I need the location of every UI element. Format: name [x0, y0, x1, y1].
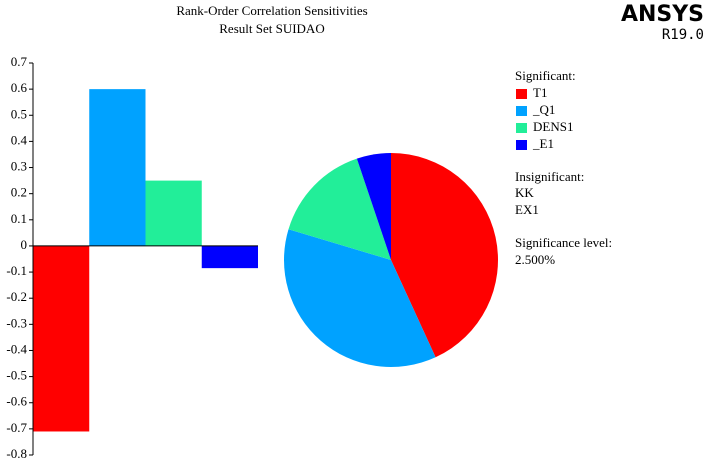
version: R19.0: [662, 27, 704, 43]
legend-title: Insignificant:: [515, 169, 584, 184]
y-tick-label: -0.5: [6, 368, 27, 383]
legend-swatch: [516, 106, 527, 116]
y-tick-label: 0.4: [11, 132, 28, 147]
brand: ANSYS: [621, 2, 704, 27]
y-tick-label: 0.5: [11, 106, 27, 121]
bar: [89, 89, 146, 246]
significance-level: 2.500%: [515, 252, 555, 267]
legend-swatch: [516, 89, 527, 99]
pie-slice: [356, 153, 391, 260]
y-tick-label: -0.1: [6, 263, 27, 278]
bar: [145, 180, 202, 246]
y-tick-label: 0.3: [11, 159, 27, 174]
legend-swatch: [516, 123, 527, 133]
legend-entry: T1: [533, 85, 547, 100]
y-tick-label: 0.6: [11, 80, 28, 95]
y-tick-label: 0.2: [11, 185, 27, 200]
legend-title: Significance level:: [515, 235, 612, 250]
bar: [201, 245, 258, 269]
pie-slice: [391, 153, 498, 358]
y-tick-label: 0: [21, 237, 28, 252]
y-tick-label: -0.8: [6, 446, 27, 461]
legend-title: Significant:: [515, 68, 576, 83]
y-tick-label: 0.1: [11, 211, 27, 226]
y-tick-label: -0.7: [6, 420, 27, 435]
pie-slice: [288, 158, 391, 260]
legend-entry: KK: [515, 185, 534, 200]
y-tick-label: -0.3: [6, 315, 27, 330]
chart-subtitle: Result Set SUIDAO: [219, 21, 324, 36]
legend-entry: DENS1: [533, 119, 573, 134]
y-tick-label: 0.7: [11, 54, 28, 69]
chart-title: Rank-Order Correlation Sensitivities: [176, 3, 367, 18]
bar: [33, 245, 90, 432]
y-tick-label: -0.2: [6, 289, 27, 304]
legend-entry: _Q1: [532, 102, 555, 117]
legend-entry: _E1: [532, 136, 554, 151]
y-tick-label: -0.4: [6, 341, 27, 356]
legend-entry: EX1: [515, 202, 539, 217]
y-tick-label: -0.6: [6, 394, 27, 409]
pie-slice: [284, 229, 436, 367]
legend-swatch: [516, 140, 527, 150]
